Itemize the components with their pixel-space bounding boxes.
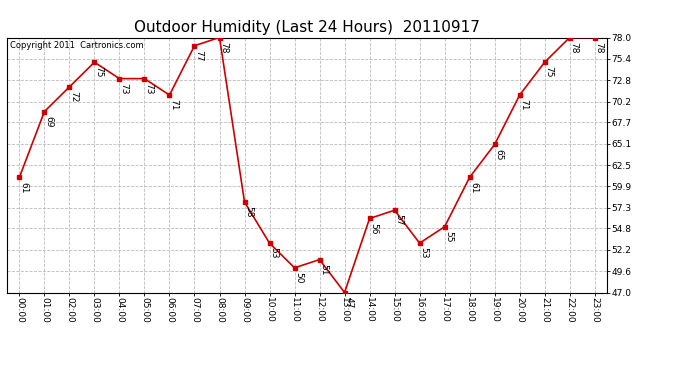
Text: 78: 78 (594, 42, 603, 53)
Text: 72: 72 (69, 91, 78, 102)
Text: 71: 71 (520, 99, 529, 111)
Text: 78: 78 (569, 42, 578, 53)
Text: 75: 75 (94, 66, 103, 78)
Text: 65: 65 (494, 148, 503, 160)
Text: 61: 61 (469, 182, 478, 193)
Text: 73: 73 (119, 83, 128, 94)
Text: 53: 53 (420, 247, 428, 259)
Text: 77: 77 (194, 50, 203, 62)
Text: 73: 73 (144, 83, 153, 94)
Text: 75: 75 (544, 66, 553, 78)
Text: 61: 61 (19, 182, 28, 193)
Text: 56: 56 (369, 223, 378, 234)
Text: 69: 69 (44, 116, 53, 127)
Text: 47: 47 (344, 297, 353, 308)
Text: Copyright 2011  Cartronics.com: Copyright 2011 Cartronics.com (10, 41, 144, 50)
Text: 51: 51 (319, 264, 328, 275)
Title: Outdoor Humidity (Last 24 Hours)  20110917: Outdoor Humidity (Last 24 Hours) 2011091… (134, 20, 480, 35)
Text: 71: 71 (169, 99, 178, 111)
Text: 50: 50 (294, 272, 303, 284)
Text: 78: 78 (219, 42, 228, 53)
Text: 58: 58 (244, 206, 253, 218)
Text: 53: 53 (269, 247, 278, 259)
Text: 55: 55 (444, 231, 453, 242)
Text: 57: 57 (394, 214, 403, 226)
